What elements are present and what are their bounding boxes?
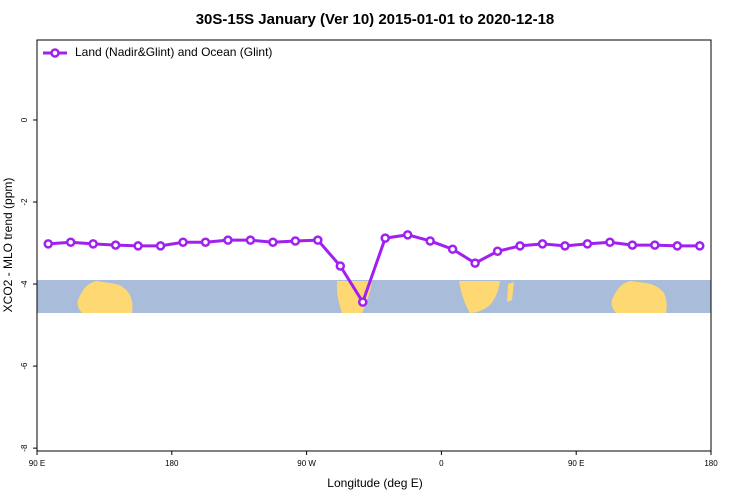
data-point	[268, 237, 278, 247]
data-point	[515, 241, 525, 251]
x-axis-label: Longitude (deg E)	[327, 476, 422, 490]
x-tick-label: 90 E	[29, 459, 45, 468]
data-point	[223, 235, 233, 245]
legend-label: Land (Nadir&Glint) and Ocean (Glint)	[75, 45, 272, 59]
data-point	[88, 239, 98, 249]
data-point	[425, 236, 435, 246]
legend-marker	[50, 48, 60, 58]
x-tick-label: 90 W	[297, 459, 316, 468]
data-point	[43, 239, 53, 249]
data-point	[470, 258, 480, 268]
y-tick-label: -8	[20, 444, 29, 452]
data-point	[335, 261, 346, 271]
data-point	[695, 241, 705, 251]
y-tick-label: -2	[20, 198, 29, 206]
y-tick-label: 0	[20, 117, 29, 122]
data-point	[245, 235, 256, 245]
x-tick-label: 180	[704, 459, 718, 468]
plot-frame	[36, 39, 712, 452]
data-point	[380, 233, 390, 243]
data-point	[290, 236, 301, 246]
x-tick-label: 90 E	[568, 459, 584, 468]
chart-title: 30S-15S January (Ver 10) 2015-01-01 to 2…	[196, 11, 555, 28]
data-point	[402, 230, 413, 240]
data-point	[110, 240, 121, 250]
data-point	[133, 241, 143, 251]
data-point	[200, 237, 211, 247]
data-point	[313, 235, 323, 245]
data-point	[492, 246, 503, 256]
data-point	[672, 241, 683, 251]
data-point	[537, 239, 548, 249]
x-tick-label: 180	[165, 459, 179, 468]
data-point	[358, 297, 368, 307]
data-point	[178, 237, 188, 247]
data-point	[582, 239, 593, 249]
data-point	[627, 240, 638, 250]
data-point	[605, 237, 615, 247]
y-tick-label: -6	[20, 362, 29, 370]
y-tick-label: -4	[20, 280, 29, 288]
data-point	[447, 244, 458, 254]
map-background	[37, 280, 711, 313]
data-point	[650, 240, 660, 250]
data-point	[155, 241, 166, 251]
y-axis-label: XCO2 - MLO trend (ppm)	[1, 178, 15, 313]
data-point	[560, 241, 570, 251]
data-point	[65, 237, 76, 247]
x-tick-label: 0	[439, 459, 444, 468]
